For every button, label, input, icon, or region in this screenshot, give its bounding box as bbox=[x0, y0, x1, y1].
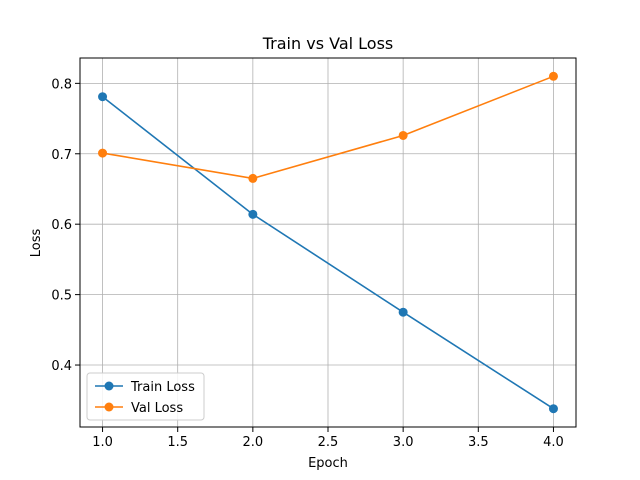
x-tick-label: 2.0 bbox=[243, 435, 264, 450]
val-loss-point bbox=[248, 173, 258, 183]
train-loss-point bbox=[398, 307, 408, 317]
val-loss-line bbox=[102, 75, 554, 180]
x-tick-label: 3.0 bbox=[393, 435, 414, 450]
val-loss-point bbox=[548, 71, 558, 81]
train-loss-point bbox=[548, 404, 558, 414]
grid bbox=[80, 58, 576, 427]
legend: Train Loss Val Loss bbox=[86, 372, 205, 421]
y-axis-label: Loss bbox=[29, 229, 44, 258]
x-tick-label: 4.0 bbox=[543, 435, 564, 450]
train-loss-legend-label: Train Loss bbox=[130, 380, 195, 395]
val-loss-point bbox=[398, 130, 408, 140]
y-tick-label: 0.7 bbox=[51, 148, 72, 163]
x-tick-label: 2.5 bbox=[318, 435, 339, 450]
x-tick-label: 3.5 bbox=[468, 435, 489, 450]
chart-title: Train vs Val Loss bbox=[262, 34, 394, 53]
x-axis-label: Epoch bbox=[308, 456, 348, 471]
y-tick-label: 0.8 bbox=[51, 77, 72, 92]
y-tick-label: 0.6 bbox=[51, 218, 72, 233]
series-layer bbox=[98, 71, 558, 414]
x-tick-label: 1.5 bbox=[167, 435, 188, 450]
ticks: 1.0 1.5 2.0 2.5 3.0 3.5 4.0 0.4 0.5 0.6 0.7 0.8 bbox=[51, 77, 563, 450]
val-loss-legend-marker bbox=[104, 402, 114, 412]
y-tick-label: 0.4 bbox=[51, 359, 72, 374]
y-tick-label: 0.5 bbox=[51, 289, 72, 304]
val-loss-point bbox=[98, 148, 108, 158]
train-loss-point bbox=[98, 92, 108, 102]
val-loss-legend-label: Val Loss bbox=[131, 401, 183, 416]
train-loss-line bbox=[102, 96, 554, 410]
legend-box bbox=[86, 372, 205, 421]
x-tick-label: 1.0 bbox=[92, 435, 113, 450]
train-loss-legend-marker bbox=[104, 381, 114, 391]
train-loss-point bbox=[248, 209, 258, 219]
